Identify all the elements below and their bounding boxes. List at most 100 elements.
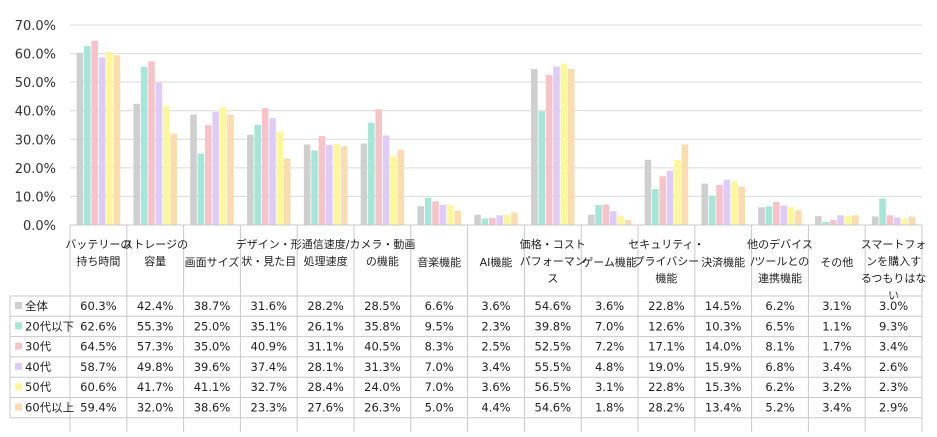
bar: [283, 158, 291, 225]
data-label: 64.5%: [80, 340, 117, 354]
bar: [219, 107, 227, 225]
data-label: 14.5%: [705, 299, 742, 313]
data-label: 38.6%: [194, 401, 231, 415]
bar: [851, 215, 859, 225]
bar: [190, 114, 197, 225]
data-label: 10.3%: [705, 319, 742, 333]
data-label: 3.6%: [595, 299, 624, 313]
data-label: 35.1%: [251, 319, 288, 333]
data-label: 5.2%: [765, 401, 794, 415]
bar: [368, 122, 375, 225]
data-label: 28.4%: [307, 380, 344, 394]
data-label: 60.3%: [80, 299, 117, 313]
legend-label: 40代: [25, 360, 52, 374]
bar: [227, 114, 234, 225]
category-label: 音楽機能: [417, 255, 461, 269]
bar: [773, 201, 780, 225]
data-label: 49.8%: [137, 360, 174, 374]
data-label: 6.6%: [425, 299, 454, 313]
data-label: 25.0%: [194, 319, 231, 333]
data-label: 23.3%: [251, 401, 288, 415]
bar: [738, 186, 745, 225]
data-label: 39.8%: [535, 319, 572, 333]
data-label: 56.5%: [535, 380, 572, 394]
data-label: 7.0%: [595, 319, 624, 333]
bar: [610, 211, 617, 225]
data-label: 54.6%: [535, 401, 572, 415]
bar: [98, 57, 106, 226]
bar: [829, 220, 837, 225]
data-label: 8.3%: [425, 340, 454, 354]
bar: [474, 214, 481, 225]
category-label: AI機能: [480, 255, 513, 269]
bar: [269, 118, 276, 225]
data-label: 55.5%: [535, 360, 572, 374]
data-label: 57.3%: [137, 340, 174, 354]
data-label: 22.8%: [648, 380, 685, 394]
data-label: 31.1%: [307, 340, 344, 354]
data-label: 13.4%: [705, 401, 742, 415]
data-label: 26.1%: [307, 319, 344, 333]
data-label: 28.1%: [307, 360, 344, 374]
bar: [617, 216, 624, 225]
data-label: 15.9%: [705, 360, 742, 374]
bar: [205, 125, 212, 225]
data-label: 2.5%: [481, 340, 510, 354]
bar: [894, 217, 901, 225]
data-label: 4.8%: [595, 360, 624, 374]
category-label: カメラ・動画の機能: [349, 237, 415, 268]
bar: [489, 217, 496, 225]
data-label: 9.5%: [425, 319, 454, 333]
bar: [780, 205, 787, 225]
category-label: 決済機能: [701, 255, 745, 269]
data-label: 7.0%: [425, 380, 454, 394]
data-label: 1.7%: [822, 340, 851, 354]
bar: [76, 52, 84, 225]
bar: [503, 214, 511, 225]
gridlines: [70, 24, 922, 226]
data-label: 35.0%: [194, 340, 231, 354]
bar: [148, 61, 155, 226]
y-tick-label: 30.0%: [15, 133, 56, 148]
legend-label: 50代: [25, 380, 52, 394]
bar: [708, 195, 716, 225]
data-label: 41.1%: [194, 380, 231, 394]
data-label: 28.2%: [648, 401, 685, 415]
bar: [106, 51, 113, 225]
data-label: 6.5%: [765, 319, 794, 333]
data-label: 59.4%: [80, 401, 117, 415]
bar: [155, 82, 163, 225]
data-label: 3.4%: [822, 401, 851, 415]
data-label: 31.6%: [251, 299, 288, 313]
data-label: 27.6%: [307, 401, 344, 415]
data-label: 3.4%: [481, 360, 510, 374]
y-tick-label: 70.0%: [15, 19, 56, 34]
data-label: 8.1%: [765, 340, 794, 354]
bar: [652, 189, 659, 225]
bar: [765, 206, 773, 225]
bar: [886, 215, 894, 225]
data-label: 40.9%: [251, 340, 288, 354]
legend-label: 20代以下: [25, 319, 74, 333]
bar: [511, 212, 518, 225]
bar: [701, 183, 709, 225]
data-label: 2.3%: [879, 380, 908, 394]
category-label: 他のデバイス/ツールとの連携機能: [747, 237, 813, 285]
legend-label: 全体: [25, 299, 48, 313]
data-label: 31.3%: [364, 360, 401, 374]
category-label: デザイン・形状・見た目: [236, 237, 302, 268]
bar: [666, 170, 674, 225]
bar: [360, 143, 368, 225]
y-tick-label: 10.0%: [15, 190, 56, 205]
data-label: 1.8%: [595, 401, 624, 415]
bar: [417, 206, 425, 225]
bar: [908, 216, 916, 225]
bar: [424, 197, 432, 225]
bar: [140, 67, 148, 225]
data-label: 3.2%: [822, 380, 851, 394]
data-label: 3.6%: [481, 380, 510, 394]
category-label: 画面サイズ: [185, 255, 240, 269]
data-label: 40.5%: [364, 340, 401, 354]
bar: [432, 201, 439, 225]
